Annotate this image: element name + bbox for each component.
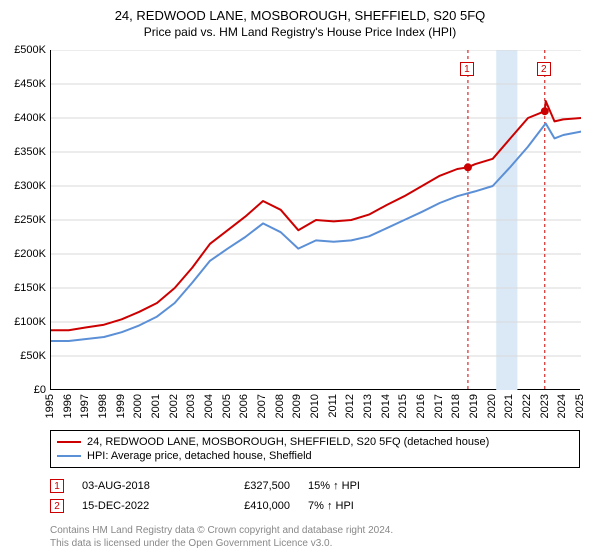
x-tick-label: 2021 (503, 394, 515, 418)
x-tick-label: 2012 (344, 394, 356, 418)
y-tick-label: £50K (20, 350, 46, 362)
legend-label: 24, REDWOOD LANE, MOSBOROUGH, SHEFFIELD,… (87, 436, 489, 448)
x-tick-label: 2009 (291, 394, 303, 418)
x-tick-label: 2005 (221, 394, 233, 418)
plot-region (50, 50, 580, 390)
footer-line: This data is licensed under the Open Gov… (50, 537, 580, 550)
transaction-delta: 15% ↑ HPI (308, 480, 398, 492)
transaction-row: 1 03-AUG-2018 £327,500 15% ↑ HPI (50, 476, 580, 496)
transaction-marker-box: 2 (50, 499, 64, 513)
footer-attribution: Contains HM Land Registry data © Crown c… (50, 524, 580, 550)
x-tick-label: 2001 (150, 394, 162, 418)
x-tick-label: 2024 (556, 394, 568, 418)
x-tick-label: 2019 (468, 394, 480, 418)
y-tick-label: £450K (14, 78, 46, 90)
legend: 24, REDWOOD LANE, MOSBOROUGH, SHEFFIELD,… (50, 430, 580, 468)
transaction-table: 1 03-AUG-2018 £327,500 15% ↑ HPI 2 15-DE… (50, 476, 580, 516)
y-tick-label: £150K (14, 282, 46, 294)
y-tick-label: £200K (14, 248, 46, 260)
x-tick-label: 2008 (274, 394, 286, 418)
x-tick-label: 2025 (574, 394, 586, 418)
x-tick-label: 2022 (521, 394, 533, 418)
transaction-row: 2 15-DEC-2022 £410,000 7% ↑ HPI (50, 496, 580, 516)
transaction-marker-box: 1 (50, 479, 64, 493)
x-tick-label: 1997 (79, 394, 91, 418)
x-tick-label: 2015 (397, 394, 409, 418)
transaction-delta: 7% ↑ HPI (308, 500, 398, 512)
x-tick-label: 2002 (168, 394, 180, 418)
legend-row: HPI: Average price, detached house, Shef… (57, 449, 573, 463)
x-tick-label: 2023 (539, 394, 551, 418)
x-tick-label: 2000 (132, 394, 144, 418)
x-tick-label: 2018 (450, 394, 462, 418)
chart-area: £0£50K£100K£150K£200K£250K£300K£350K£400… (50, 50, 580, 390)
y-tick-label: £100K (14, 316, 46, 328)
footer-line: Contains HM Land Registry data © Crown c… (50, 524, 580, 537)
chart-title: 24, REDWOOD LANE, MOSBOROUGH, SHEFFIELD,… (0, 0, 600, 23)
chart-subtitle: Price paid vs. HM Land Registry's House … (0, 23, 600, 39)
transaction-price: £410,000 (210, 500, 290, 512)
sale-marker-box: 2 (537, 62, 551, 76)
x-tick-label: 2014 (380, 394, 392, 418)
sale-marker-box: 1 (460, 62, 474, 76)
x-tick-label: 1995 (44, 394, 56, 418)
y-tick-label: £500K (14, 44, 46, 56)
y-tick-label: £300K (14, 180, 46, 192)
y-tick-label: £250K (14, 214, 46, 226)
x-tick-label: 2004 (203, 394, 215, 418)
y-tick-label: £400K (14, 112, 46, 124)
page-container: 24, REDWOOD LANE, MOSBOROUGH, SHEFFIELD,… (0, 0, 600, 560)
x-tick-label: 2003 (185, 394, 197, 418)
x-tick-label: 2010 (309, 394, 321, 418)
y-tick-label: £350K (14, 146, 46, 158)
legend-label: HPI: Average price, detached house, Shef… (87, 450, 312, 462)
transaction-price: £327,500 (210, 480, 290, 492)
legend-swatch-hpi (57, 455, 81, 457)
plot-svg (51, 50, 581, 390)
x-tick-label: 2007 (256, 394, 268, 418)
transaction-date: 15-DEC-2022 (82, 500, 192, 512)
legend-row: 24, REDWOOD LANE, MOSBOROUGH, SHEFFIELD,… (57, 435, 573, 449)
transaction-date: 03-AUG-2018 (82, 480, 192, 492)
x-tick-label: 1998 (97, 394, 109, 418)
x-tick-label: 1999 (115, 394, 127, 418)
x-tick-label: 2016 (415, 394, 427, 418)
x-tick-label: 1996 (62, 394, 74, 418)
x-tick-label: 2006 (238, 394, 250, 418)
legend-swatch-property (57, 441, 81, 443)
x-tick-label: 2013 (362, 394, 374, 418)
x-tick-label: 2011 (327, 394, 339, 418)
x-tick-label: 2020 (486, 394, 498, 418)
x-tick-label: 2017 (433, 394, 445, 418)
